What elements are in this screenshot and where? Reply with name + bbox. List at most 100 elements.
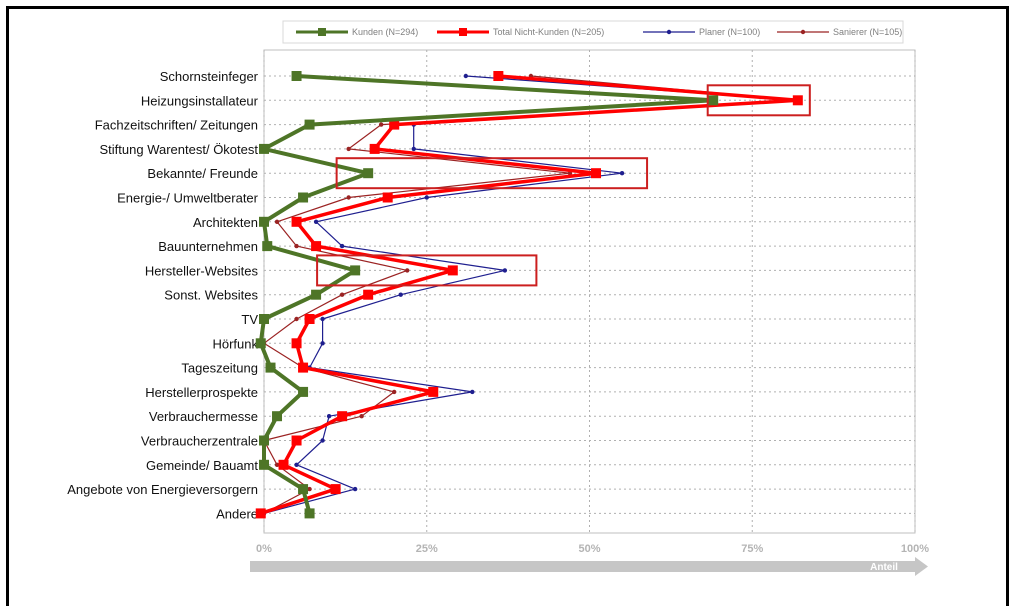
- data-point: [339, 243, 345, 249]
- data-point: [255, 508, 266, 519]
- data-point: [493, 71, 504, 81]
- data-point: [298, 484, 309, 495]
- data-point: [272, 411, 283, 422]
- data-point: [259, 216, 269, 227]
- highlight-box: [335, 157, 649, 190]
- legend-item: Total Nicht-Kunden (N=205): [437, 27, 604, 37]
- data-point: [346, 195, 351, 200]
- data-point: [291, 435, 302, 446]
- data-point: [313, 219, 319, 224]
- data-point: [337, 411, 348, 422]
- series-1: [255, 71, 803, 519]
- data-point: [708, 95, 719, 106]
- category-label: Andere: [216, 506, 258, 521]
- category-label: Bauunternehmen: [158, 239, 258, 254]
- category-label: Schornsteinfeger: [160, 69, 259, 84]
- data-point: [792, 95, 803, 106]
- data-point: [405, 268, 410, 273]
- category-label: Verbraucherzentrale: [141, 434, 258, 449]
- category-label: Fachzeitschriften/ Zeitungen: [95, 118, 258, 133]
- category-labels: Schornsteinfeger Heizungsinstallateur Fach…: [67, 69, 258, 521]
- category-label: Hörfunk: [212, 336, 258, 351]
- data-point: [291, 338, 302, 349]
- category-label: Energie-/ Umweltberater: [117, 191, 259, 206]
- data-point: [262, 241, 273, 252]
- series: [255, 71, 803, 519]
- data-point: [326, 414, 332, 419]
- category-label: Architekten: [193, 215, 258, 230]
- line-chart: Kunden (N=294) Total Nicht-Kunden (N=205)…: [67, 20, 929, 576]
- data-point: [307, 486, 312, 492]
- x-tick-label: 50%: [578, 543, 600, 555]
- data-point: [294, 316, 299, 322]
- category-label: Sonst. Websites: [164, 288, 258, 303]
- data-point: [320, 341, 325, 346]
- legend-label: Sanierer (N=105): [833, 27, 902, 37]
- data-point: [294, 243, 299, 249]
- data-point: [320, 438, 325, 443]
- data-point: [291, 216, 302, 227]
- data-point: [359, 414, 364, 419]
- data-point: [298, 386, 309, 397]
- grid: [263, 49, 916, 534]
- data-point: [298, 192, 309, 203]
- data-point: [259, 459, 269, 470]
- data-point: [369, 143, 380, 154]
- data-point: [320, 316, 325, 322]
- outer-frame: [6, 6, 1009, 606]
- category-label: Bekannte/ Freunde: [147, 166, 258, 181]
- data-point: [392, 389, 397, 395]
- data-point: [274, 462, 280, 467]
- data-point: [382, 192, 393, 203]
- data-point: [411, 146, 416, 152]
- data-point: [389, 119, 400, 130]
- data-point: [304, 314, 315, 324]
- data-point: [350, 265, 361, 276]
- category-label: Stiftung Warentest/ Ökotest: [100, 142, 259, 157]
- legend: Kunden (N=294) Total Nicht-Kunden (N=205)…: [282, 20, 904, 44]
- data-point: [363, 168, 374, 179]
- data-point: [304, 508, 315, 519]
- data-point: [502, 268, 508, 273]
- category-label: Tageszeitung: [181, 361, 258, 376]
- data-point: [330, 484, 341, 495]
- axis-arrow-label: Anteil: [870, 562, 898, 573]
- legend-marker: [459, 28, 467, 36]
- x-axis-arrow: Anteil: [250, 557, 928, 576]
- data-point: [424, 195, 429, 200]
- data-point: [363, 289, 374, 300]
- category-label: Angebote von Energieversorgern: [67, 482, 258, 497]
- legend-item: Kunden (N=294): [296, 27, 418, 37]
- data-point: [378, 122, 384, 127]
- legend-item: Sanierer (N=105): [777, 27, 902, 37]
- highlight-box: [316, 254, 538, 287]
- x-tick-label: 100%: [901, 543, 929, 555]
- data-point: [447, 265, 458, 276]
- data-point: [259, 143, 269, 154]
- legend-label: Kunden (N=294): [352, 27, 418, 37]
- data-point: [311, 241, 322, 252]
- data-point: [259, 435, 269, 446]
- legend-marker: [318, 28, 326, 36]
- series-0: [255, 71, 719, 519]
- legend-label: Total Nicht-Kunden (N=205): [493, 27, 604, 37]
- data-point: [470, 389, 475, 395]
- data-point: [398, 292, 403, 297]
- data-point: [265, 362, 276, 373]
- legend-marker: [666, 29, 672, 35]
- legend-label: Planer (N=100): [699, 27, 760, 37]
- data-point: [255, 338, 266, 349]
- data-point: [298, 362, 309, 373]
- category-label: Herstellerprospekte: [145, 385, 258, 400]
- highlight-boxes: [316, 84, 811, 287]
- data-point: [294, 462, 299, 467]
- data-point: [591, 168, 602, 179]
- data-point: [352, 486, 358, 492]
- axis-arrow-shape: [250, 557, 928, 576]
- highlight-box: [706, 84, 811, 117]
- category-label: Heizungsinstallateur: [141, 93, 259, 108]
- category-label: TV: [241, 312, 258, 327]
- category-label: Gemeinde/ Bauamt: [146, 458, 258, 473]
- x-tick-label: 0%: [256, 543, 272, 555]
- data-point: [346, 146, 351, 152]
